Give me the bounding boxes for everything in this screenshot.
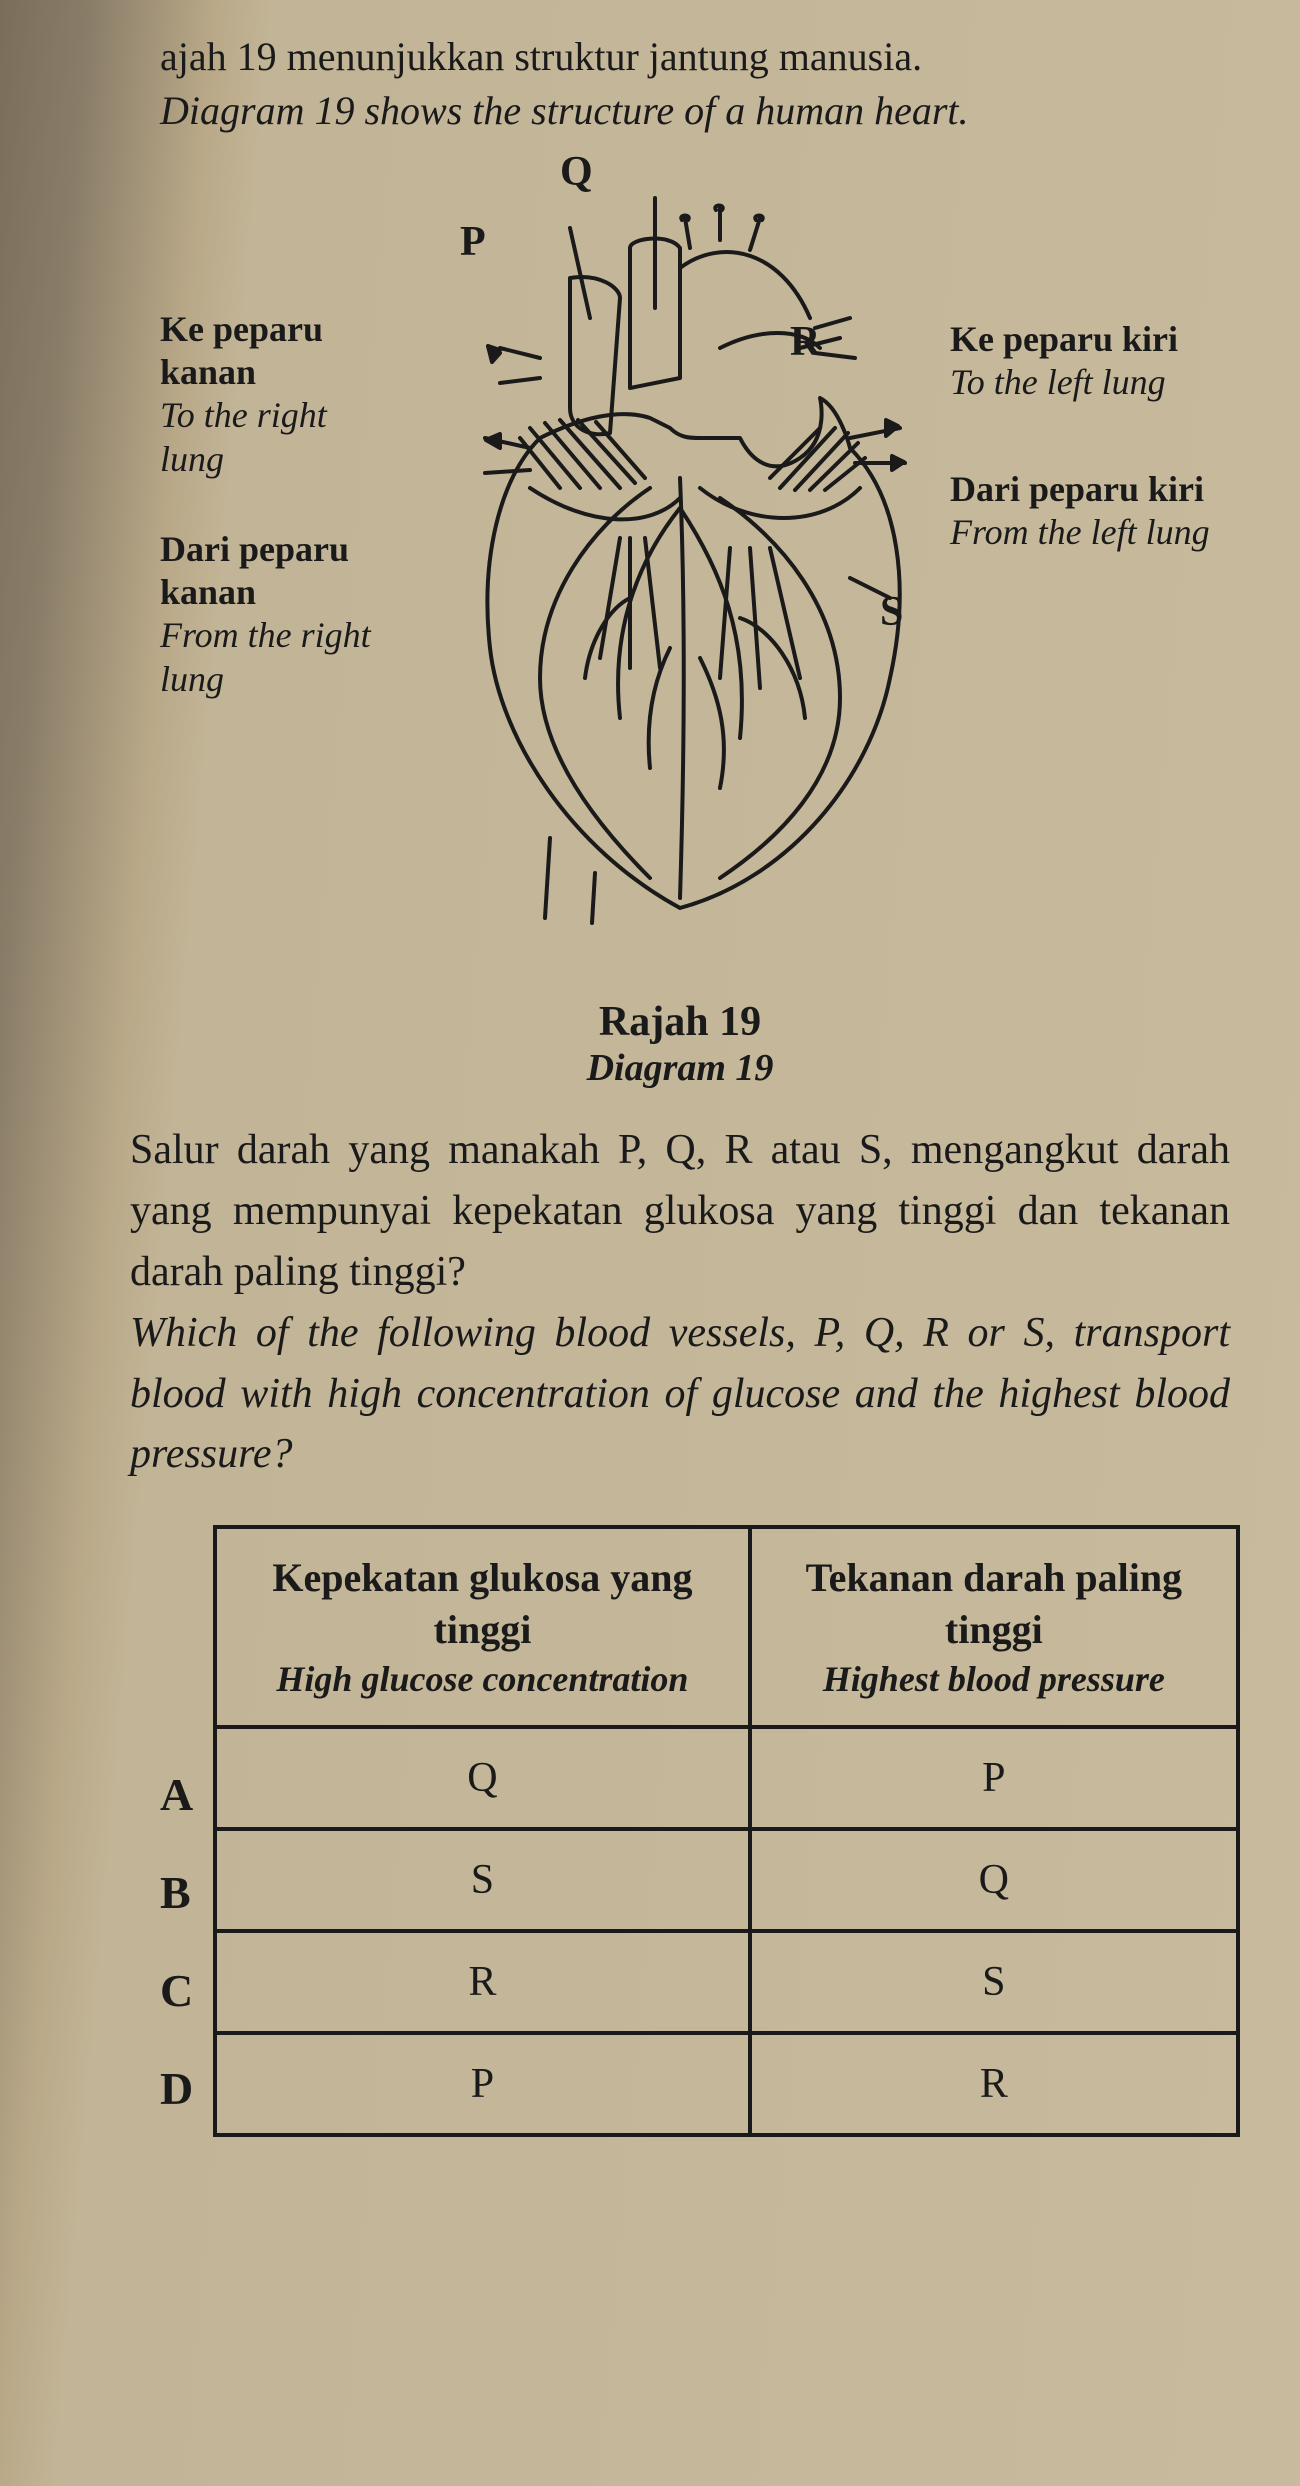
cell: P	[750, 1727, 1238, 1829]
label-from-left-lung: Dari peparu kiri From the left lung	[950, 468, 1220, 554]
intro-line-en: Diagram 19 shows the structure of a huma…	[160, 84, 1240, 138]
table-header-row: Kepekatan glukosa yang tinggi High gluco…	[215, 1527, 1238, 1727]
cell: R	[750, 2033, 1238, 2135]
caption-en: Diagram 19	[120, 1046, 1240, 1090]
table-row: R S	[215, 1931, 1238, 2033]
intro-text: ajah 19 menunjukkan struktur jantung man…	[160, 30, 1240, 138]
diagram-caption: Rajah 19 Diagram 19	[120, 998, 1240, 1090]
col2-header: Tekanan darah paling tinggi Highest bloo…	[750, 1527, 1238, 1727]
cell: P	[215, 2033, 749, 2135]
label-to-right-lung: Ke peparu kanan To the right lung	[160, 308, 390, 481]
cell: S	[750, 1931, 1238, 2033]
heart-svg	[420, 178, 940, 938]
question-text: Salur darah yang manakah P, Q, R atau S,…	[130, 1120, 1230, 1485]
col1-header: Kepekatan glukosa yang tinggi High gluco…	[215, 1527, 749, 1727]
option-c: C	[160, 1941, 193, 2039]
answer-table: Kepekatan glukosa yang tinggi High gluco…	[213, 1525, 1240, 2137]
table-row: Q P	[215, 1727, 1238, 1829]
caption-my: Rajah 19	[120, 998, 1240, 1046]
table-row: S Q	[215, 1829, 1238, 1931]
option-a: A	[160, 1745, 193, 1843]
question-my: Salur darah yang manakah P, Q, R atau S,…	[130, 1127, 1230, 1295]
intro-line-my: ajah 19 menunjukkan struktur jantung man…	[160, 30, 1240, 84]
label-to-left-lung: Ke peparu kiri To the left lung	[950, 318, 1210, 404]
option-d: D	[160, 2039, 193, 2137]
page: ajah 19 menunjukkan struktur jantung man…	[0, 0, 1300, 2486]
table-row: P R	[215, 2033, 1238, 2135]
question-en: Which of the following blood vessels, P,…	[130, 1310, 1230, 1478]
cell: Q	[215, 1727, 749, 1829]
option-b: B	[160, 1843, 193, 1941]
heart-diagram: Q P R S Ke peparu kanan To the right lun…	[160, 148, 1200, 968]
cell: S	[215, 1829, 749, 1931]
cell: Q	[750, 1829, 1238, 1931]
cell: R	[215, 1931, 749, 2033]
label-from-right-lung: Dari peparu kanan From the right lung	[160, 528, 390, 701]
answer-block: A B C D Kepekatan glukosa yang tinggi Hi…	[160, 1525, 1240, 2137]
option-letters: A B C D	[160, 1525, 193, 2137]
